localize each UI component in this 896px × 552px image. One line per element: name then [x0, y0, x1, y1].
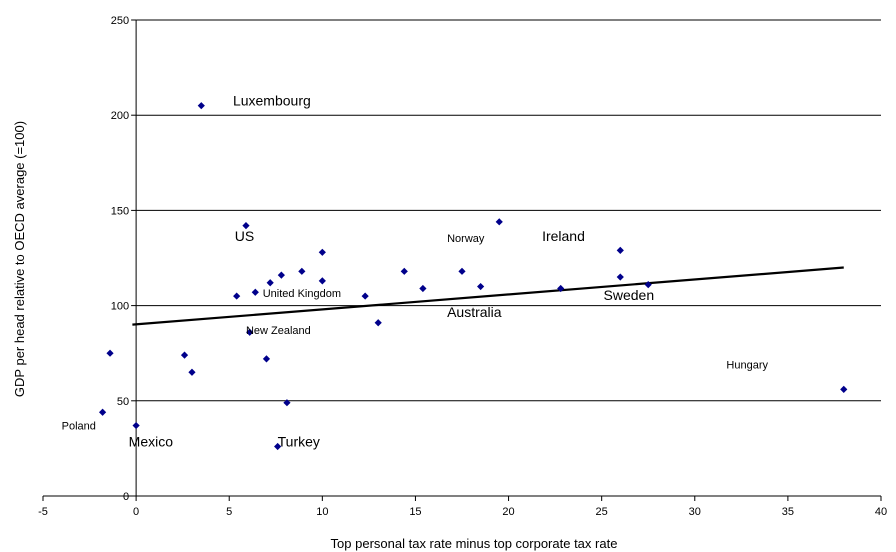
data-point: [242, 222, 250, 230]
data-point: [197, 102, 205, 110]
data-point: [318, 248, 326, 256]
x-tick-labels: -5 0 5 10 15 20 25 30 35 40: [38, 506, 887, 518]
data-point: [374, 319, 382, 327]
y-tick-label: 100: [111, 301, 129, 313]
country-label: Australia: [447, 304, 502, 320]
y-axis-title: GDP per head relative to OECD average (=…: [12, 121, 27, 397]
data-point: [274, 442, 282, 451]
data-point: [644, 281, 652, 289]
x-tick-label: 0: [133, 506, 139, 518]
data-point: [419, 284, 427, 293]
data-point: [400, 267, 408, 275]
data-point: [298, 267, 306, 275]
data-point: [840, 385, 848, 393]
y-tick-label: 0: [123, 491, 129, 503]
country-label: United Kingdom: [263, 288, 341, 300]
y-tick-label: 200: [111, 110, 129, 122]
data-point: [318, 277, 326, 285]
y-tick-label: 50: [117, 396, 129, 408]
x-tick-label: -5: [38, 506, 48, 518]
country-label: Turkey: [278, 433, 320, 449]
x-tick-label: 5: [226, 506, 232, 518]
y-tick-labels: 0 50 100 150 200 250: [111, 15, 129, 503]
data-point: [361, 292, 369, 300]
data-point: [106, 349, 114, 357]
country-label: Luxembourg: [233, 93, 311, 109]
data-point: [262, 355, 271, 363]
gridlines: [136, 19, 881, 402]
data-point: [283, 399, 291, 407]
data-point: [233, 292, 241, 300]
data-point: [616, 246, 624, 254]
x-tick-label: 15: [409, 506, 421, 518]
data-point: [557, 284, 565, 293]
data-point: [616, 273, 624, 281]
x-tick-label: 10: [316, 506, 328, 518]
data-point: [132, 421, 140, 430]
country-label: New Zealand: [246, 325, 311, 337]
data-points: [98, 102, 848, 451]
y-tick-label: 150: [111, 205, 129, 217]
country-label: Mexico: [129, 433, 174, 449]
country-label: Hungary: [726, 359, 768, 371]
data-point: [495, 218, 503, 226]
trendline-group: [132, 266, 844, 326]
country-labels: Luxembourg US Norway Ireland United Kingdom A…: [62, 93, 769, 450]
x-tick-label: 20: [502, 506, 514, 518]
data-point: [180, 351, 189, 359]
x-tick-label: 25: [596, 506, 608, 518]
data-point: [266, 279, 274, 287]
x-tick-label: 30: [689, 506, 701, 518]
data-point: [277, 271, 285, 279]
axes: [42, 19, 882, 501]
x-tick-label: 35: [782, 506, 794, 518]
y-tick-label: 250: [111, 15, 129, 27]
data-point: [98, 408, 107, 416]
data-point: [188, 368, 196, 376]
country-label: Ireland: [542, 228, 585, 244]
country-label: Sweden: [604, 287, 655, 303]
x-axis-title: Top personal tax rate minus top corporat…: [331, 536, 618, 551]
country-label: US: [235, 228, 254, 244]
trendline: [132, 266, 844, 326]
country-label: Norway: [447, 233, 485, 245]
data-point: [458, 267, 466, 275]
data-point: [251, 288, 259, 296]
data-point: [246, 328, 254, 336]
country-label: Poland: [62, 420, 96, 432]
data-point: [477, 282, 485, 291]
x-tick-label: 40: [875, 506, 887, 518]
